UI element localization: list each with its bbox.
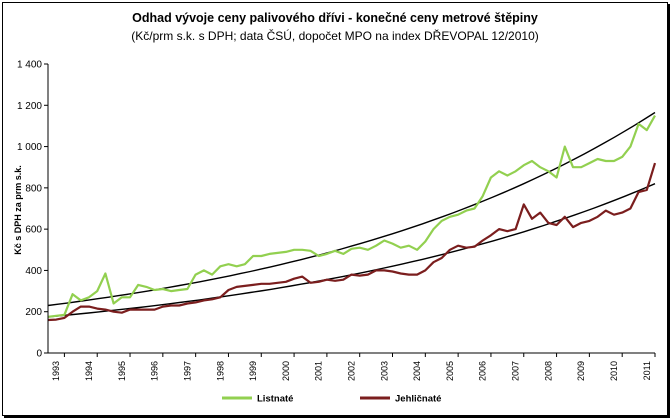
y-ticks: 0 200 400 600 800 1 000 1 200 1 400	[17, 60, 48, 360]
x-tick-label: 1993	[51, 361, 61, 381]
y-tick-label: 400	[25, 266, 42, 277]
x-tick-label: 2000	[281, 361, 291, 381]
x-tick-label: 1997	[182, 361, 192, 381]
y-tick-label: 1 000	[17, 142, 42, 153]
trendline-1	[47, 111, 656, 307]
trendline-2	[47, 183, 656, 318]
x-tick-label: 1998	[215, 361, 225, 381]
y-tick-label: 600	[25, 225, 42, 236]
y-tick-label: 800	[25, 183, 42, 194]
x-tick-label: 2008	[543, 361, 553, 381]
x-tick-label: 1996	[150, 361, 160, 381]
legend-label-1: Listnaté	[257, 394, 293, 405]
x-tick-label: 2006	[478, 361, 488, 381]
chart-title: Odhad vývoje ceny palivového dřívi - kon…	[132, 11, 538, 25]
x-tick-label: 2007	[511, 361, 521, 381]
series-lines	[47, 115, 657, 322]
y-tick-label: 0	[36, 349, 42, 360]
x-tick-label: 1994	[84, 361, 94, 381]
x-tick-label: 2003	[379, 361, 389, 381]
x-tick-label: 1999	[248, 361, 258, 381]
series-line-1	[47, 115, 656, 318]
x-tick-label: 2002	[347, 361, 357, 381]
x-tick-label: 2010	[609, 361, 619, 381]
legend-label-2: Jehličnaté	[395, 394, 441, 405]
legend: Listnaté Jehličnaté	[222, 394, 441, 405]
x-tick-label: 2011	[642, 361, 652, 380]
y-tick-label: 200	[25, 307, 42, 318]
x-tick-label: 1995	[117, 361, 127, 381]
trendlines	[47, 111, 656, 318]
axes	[47, 64, 655, 354]
chart-subtitle: (Kč/prm s.k. s DPH; data ČSÚ, dopočet MP…	[131, 28, 539, 43]
x-tick-label: 2009	[576, 361, 586, 381]
y-tick-label: 1 200	[17, 101, 42, 112]
series-line-2	[47, 162, 657, 322]
x-tick-label: 2004	[412, 361, 422, 381]
y-tick-label: 1 400	[17, 60, 42, 71]
y-axis-label: Kč s DPH za prm s.k.	[13, 165, 23, 255]
x-tick-label: 2005	[445, 361, 455, 381]
x-ticks: 1993 1994 1995 1996 1997 1998 1999 2000 2001 2002…	[51, 353, 656, 381]
x-tick-label: 2001	[314, 361, 324, 381]
